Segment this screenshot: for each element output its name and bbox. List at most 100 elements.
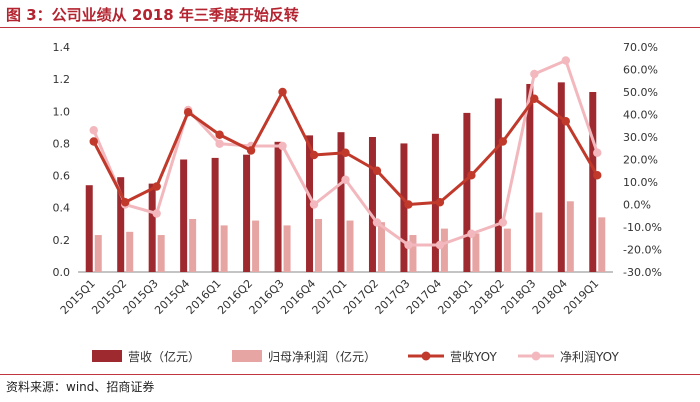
y-tick-label-right: 60.0% [623, 64, 658, 77]
y-tick-label-right: -10.0% [623, 221, 662, 234]
profit-yoy-point [561, 56, 570, 65]
legend-swatch [92, 350, 122, 362]
revenue-yoy-point [309, 150, 319, 160]
source-divider [0, 374, 700, 375]
profit-bar [535, 212, 543, 272]
revenue-bar [117, 177, 125, 272]
revenue-yoy-point [530, 94, 539, 103]
profit-yoy-point [498, 218, 508, 227]
revenue-yoy-point [404, 200, 413, 209]
profit-bar [157, 235, 165, 272]
title-divider [0, 27, 700, 28]
profit-yoy-point [278, 141, 287, 151]
y-tick-label-right: -30.0% [623, 266, 662, 279]
revenue-bar [589, 92, 597, 272]
combo-chart: 0.0 0.2 0.4 0.6 0.8 1.0 1.2 1.4 -30.0% -20.0% -10.… [53, 41, 662, 364]
revenue-yoy-point [593, 171, 602, 180]
y-tick-label-right: 0.0% [623, 199, 651, 212]
revenue-bar [400, 143, 408, 272]
y-tick-label-left: 0.0 [53, 266, 71, 279]
y-tick-label-right: -20.0% [623, 244, 662, 257]
profit-yoy-point [152, 209, 161, 218]
revenue-bar [306, 135, 314, 272]
revenue-bar [148, 183, 156, 272]
revenue-bar [211, 157, 219, 272]
y-tick-label-left: 1.2 [53, 73, 71, 86]
profit-yoy-point [593, 148, 602, 157]
profit-bar [503, 228, 511, 272]
y-tick-label-left: 0.6 [53, 170, 71, 183]
revenue-yoy-point [372, 166, 382, 175]
revenue-bar [494, 98, 502, 272]
profit-bar [472, 233, 480, 272]
profit-bar [566, 201, 574, 272]
revenue-yoy-point [89, 137, 98, 146]
profit-bar [220, 225, 228, 272]
profit-yoy-point [215, 139, 224, 148]
revenue-yoy-point [183, 108, 193, 117]
y-tick-label-right: 50.0% [623, 86, 658, 99]
revenue-bar [337, 132, 345, 272]
x-tick-label: 2019Q1 [561, 277, 601, 317]
y-tick-label-right: 70.0% [623, 41, 658, 54]
chart-title: 图 3：公司业绩从 2018 年三季度开始反转 [6, 6, 299, 24]
revenue-bar [526, 83, 534, 272]
legend-label: 归母净利润（亿元） [268, 349, 376, 364]
legend-label: 营收YOY [450, 350, 497, 364]
revenue-yoy-line [92, 90, 599, 206]
profit-bar [126, 231, 134, 272]
profit-yoy-point [89, 126, 98, 135]
profit-yoy-point [435, 240, 445, 250]
legend-swatch [232, 350, 262, 362]
profit-bar [377, 222, 385, 272]
profit-yoy-point [530, 69, 539, 79]
tick-labels: 0.0 0.2 0.4 0.6 0.8 1.0 1.2 1.4 -30.0% -20.0% -10.… [53, 41, 662, 317]
legend-marker [421, 351, 431, 361]
revenue-yoy-point [246, 146, 256, 155]
y-tick-label-left: 0.8 [53, 137, 71, 150]
profit-bar [189, 218, 197, 272]
y-tick-label-left: 0.4 [53, 202, 71, 215]
profit-yoy-point [372, 218, 382, 227]
revenue-yoy-point [341, 148, 350, 157]
revenue-bar [557, 82, 565, 272]
revenue-yoy-point [121, 198, 130, 207]
revenue-yoy-point [215, 130, 224, 139]
legend-label: 净利润YOY [560, 350, 619, 364]
revenue-bar [274, 141, 282, 272]
revenue-bar [463, 112, 471, 273]
y-tick-label-right: 40.0% [623, 109, 658, 122]
profit-bar [315, 218, 323, 272]
legend-marker [531, 351, 541, 361]
profit-yoy-point [467, 229, 476, 238]
profit-yoy-point [404, 240, 413, 250]
chart-legend: 营收（亿元） 归母净利润（亿元） 营收YOY 净利润YOY [92, 349, 619, 364]
profit-yoy-point [309, 200, 319, 209]
revenue-bar [85, 185, 93, 272]
y-tick-label-right: 10.0% [623, 176, 658, 189]
profit-yoy-point [341, 175, 350, 184]
y-tick-label-right: 20.0% [623, 154, 658, 167]
profit-bar [94, 235, 102, 272]
profit-bar [409, 235, 417, 272]
profit-bar [252, 220, 260, 272]
revenue-bar [180, 159, 188, 272]
profit-bar [283, 225, 291, 272]
y-tick-label-left: 1.4 [53, 41, 71, 54]
revenue-bar [368, 137, 376, 272]
profit-bar [346, 220, 354, 272]
revenue-yoy-point [435, 198, 445, 207]
line-series [89, 56, 602, 250]
y-tick-label-right: 30.0% [623, 131, 658, 144]
profit-bar [440, 228, 448, 272]
profit-bar [598, 217, 606, 272]
y-tick-label-left: 1.0 [53, 105, 71, 118]
revenue-yoy-point [278, 87, 287, 97]
source-note: 资料来源：wind、招商证券 [6, 380, 155, 394]
bar-series [85, 82, 606, 273]
revenue-yoy-point [152, 182, 161, 191]
y-tick-label-left: 0.2 [53, 234, 71, 247]
revenue-yoy-point [561, 117, 570, 126]
revenue-bar [243, 154, 251, 272]
revenue-yoy-point [467, 171, 476, 180]
